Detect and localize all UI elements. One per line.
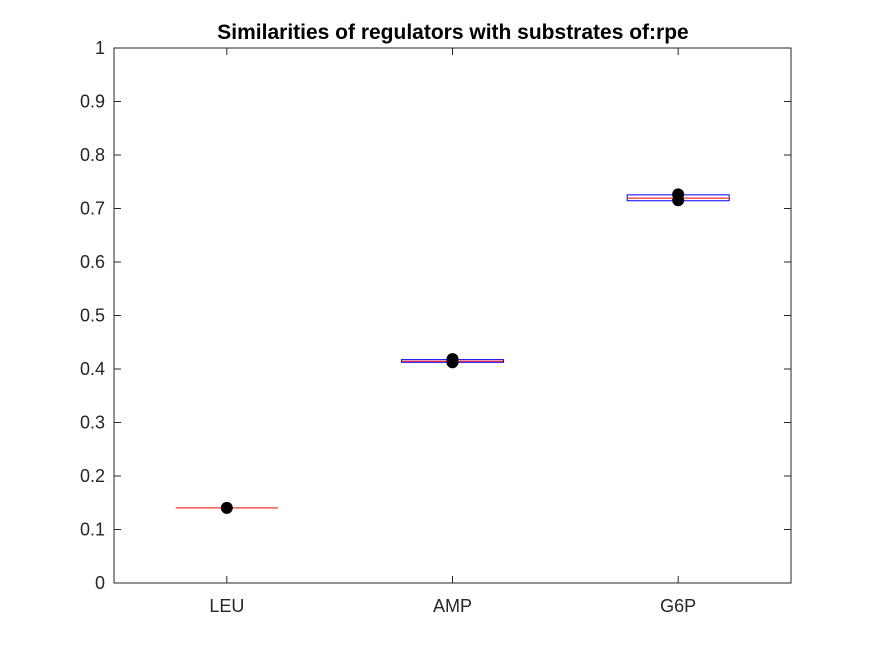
plot-area: 0 0.1 0.2 0.3 0.4 0.5 0.6 0.7 0.8 0.9 1 LEU AMP G6P bbox=[80, 38, 792, 616]
axes-frame bbox=[113, 47, 792, 584]
y-tick-label: 0.3 bbox=[80, 413, 105, 433]
y-tick-label: 0.2 bbox=[80, 466, 105, 486]
y-tick-label: 0.4 bbox=[80, 359, 105, 379]
data-point-leu bbox=[220, 501, 233, 514]
y-tick-label: 0.7 bbox=[80, 199, 105, 219]
x-tick-label: LEU bbox=[209, 596, 244, 616]
x-tick-label: AMP bbox=[433, 596, 472, 616]
chart-title: Similarities of regulators with substrat… bbox=[217, 21, 688, 44]
y-tick-label: 0.5 bbox=[80, 306, 105, 326]
y-tick-label: 0.1 bbox=[80, 520, 105, 540]
y-tick-label: 0.6 bbox=[80, 252, 105, 272]
x-tick-label: G6P bbox=[660, 596, 696, 616]
y-tick-label: 1 bbox=[95, 38, 105, 58]
data-point-g6p bbox=[672, 188, 685, 201]
y-tick-label: 0.8 bbox=[80, 145, 105, 165]
y-tick-label: 0.9 bbox=[80, 92, 105, 112]
data-point-amp bbox=[446, 353, 459, 366]
y-tick-label: 0 bbox=[95, 573, 105, 593]
